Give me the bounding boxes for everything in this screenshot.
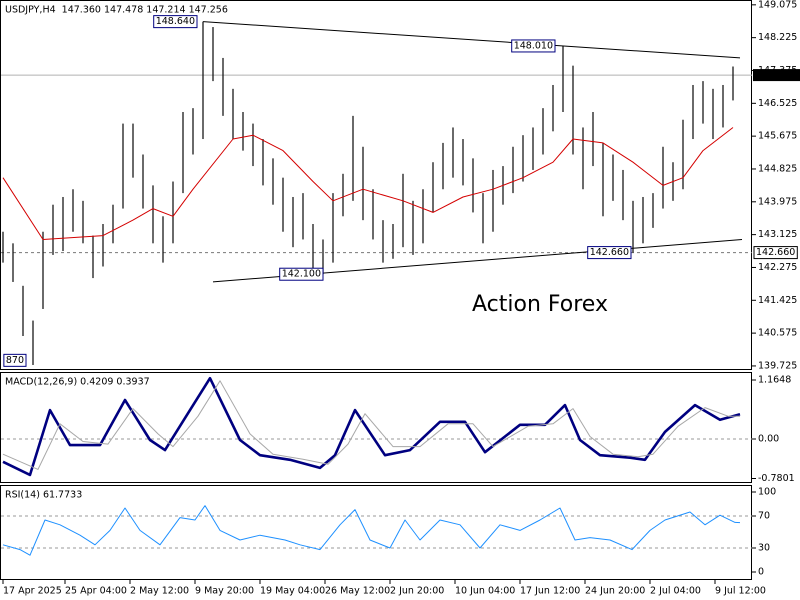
last-price-box: [753, 69, 800, 82]
y-tick-label: 148.225: [758, 32, 797, 43]
y-tick-label: 146.525: [758, 98, 797, 109]
y-tick-label: 143.975: [758, 196, 797, 207]
price-annotation: 148.640: [156, 16, 195, 27]
y-tick-label: 30: [758, 543, 770, 554]
y-tick-label: 0.00: [758, 433, 779, 444]
indicator-line: [2, 376, 741, 477]
price-annotation-box: [279, 267, 324, 281]
x-tick-label: 24 Jun 20:00: [585, 586, 645, 597]
x-tick-label: 19 May 04:00: [260, 586, 325, 597]
x-tick-label: 25 Apr 04:00: [65, 586, 127, 597]
y-tick-label: 70: [758, 511, 770, 522]
x-tick-label: 10 Jun 04:00: [455, 586, 515, 597]
x-tick-label: 17 Apr 2025: [3, 586, 62, 597]
y-tick-label: 1.1648: [758, 375, 791, 386]
price-annotation: 142.100: [282, 269, 321, 280]
last-price-label: 147.256: [758, 70, 797, 81]
y-tick-label: 143.125: [758, 229, 797, 240]
panel-title: RSI(14) 61.7733: [5, 490, 82, 501]
moving-average: [2, 127, 734, 240]
price-panel-frame: [0, 0, 752, 370]
x-tick-label: 26 May 12:00: [325, 586, 390, 597]
price-annotation-box: [153, 15, 198, 29]
macd-panel-frame: [0, 372, 752, 483]
price-annotation-box: [3, 353, 27, 367]
x-tick-label: 9 May 20:00: [195, 586, 254, 597]
y-tick-label: 149.075: [758, 0, 797, 10]
price-annotation: 148.010: [514, 40, 553, 51]
y-tick-label: 100: [758, 487, 776, 498]
level-label: 142.660: [756, 247, 795, 258]
price-annotation-box: [511, 39, 556, 53]
y-tick-label: 140.575: [758, 328, 797, 339]
indicator-line: [2, 505, 741, 556]
price-annotation-box: [587, 246, 632, 260]
level-label-box: [753, 246, 798, 260]
y-tick-label: 0: [758, 567, 764, 578]
x-tick-label: 2 Jun 20:00: [390, 586, 444, 597]
x-tick-label: 2 Jul 04:00: [650, 586, 701, 597]
y-tick-label: 142.275: [758, 262, 797, 273]
panel-title: MACD(12,26,9) 0.4209 0.3937: [5, 377, 150, 388]
rsi-panel-frame: [0, 485, 752, 580]
x-tick-label: 9 Jul 12:00: [715, 586, 766, 597]
watermark: Action Forex: [472, 292, 608, 317]
indicator-line: [2, 380, 740, 470]
y-tick-label: 141.425: [758, 295, 797, 306]
y-tick-label: -0.7801: [758, 473, 795, 484]
x-tick-label: 17 Jun 12:00: [520, 586, 580, 597]
trendline: [202, 21, 741, 59]
price-annotation: 870: [6, 355, 24, 366]
y-tick-label: 144.825: [758, 163, 797, 174]
y-tick-label: 139.725: [758, 360, 797, 371]
panel-title: USDJPY,H4 147.360 147.478 147.214 147.25…: [5, 5, 228, 16]
price-annotation: 142.660: [590, 247, 629, 258]
y-tick-label: 145.675: [758, 131, 797, 142]
x-tick-label: 2 May 12:00: [130, 586, 189, 597]
